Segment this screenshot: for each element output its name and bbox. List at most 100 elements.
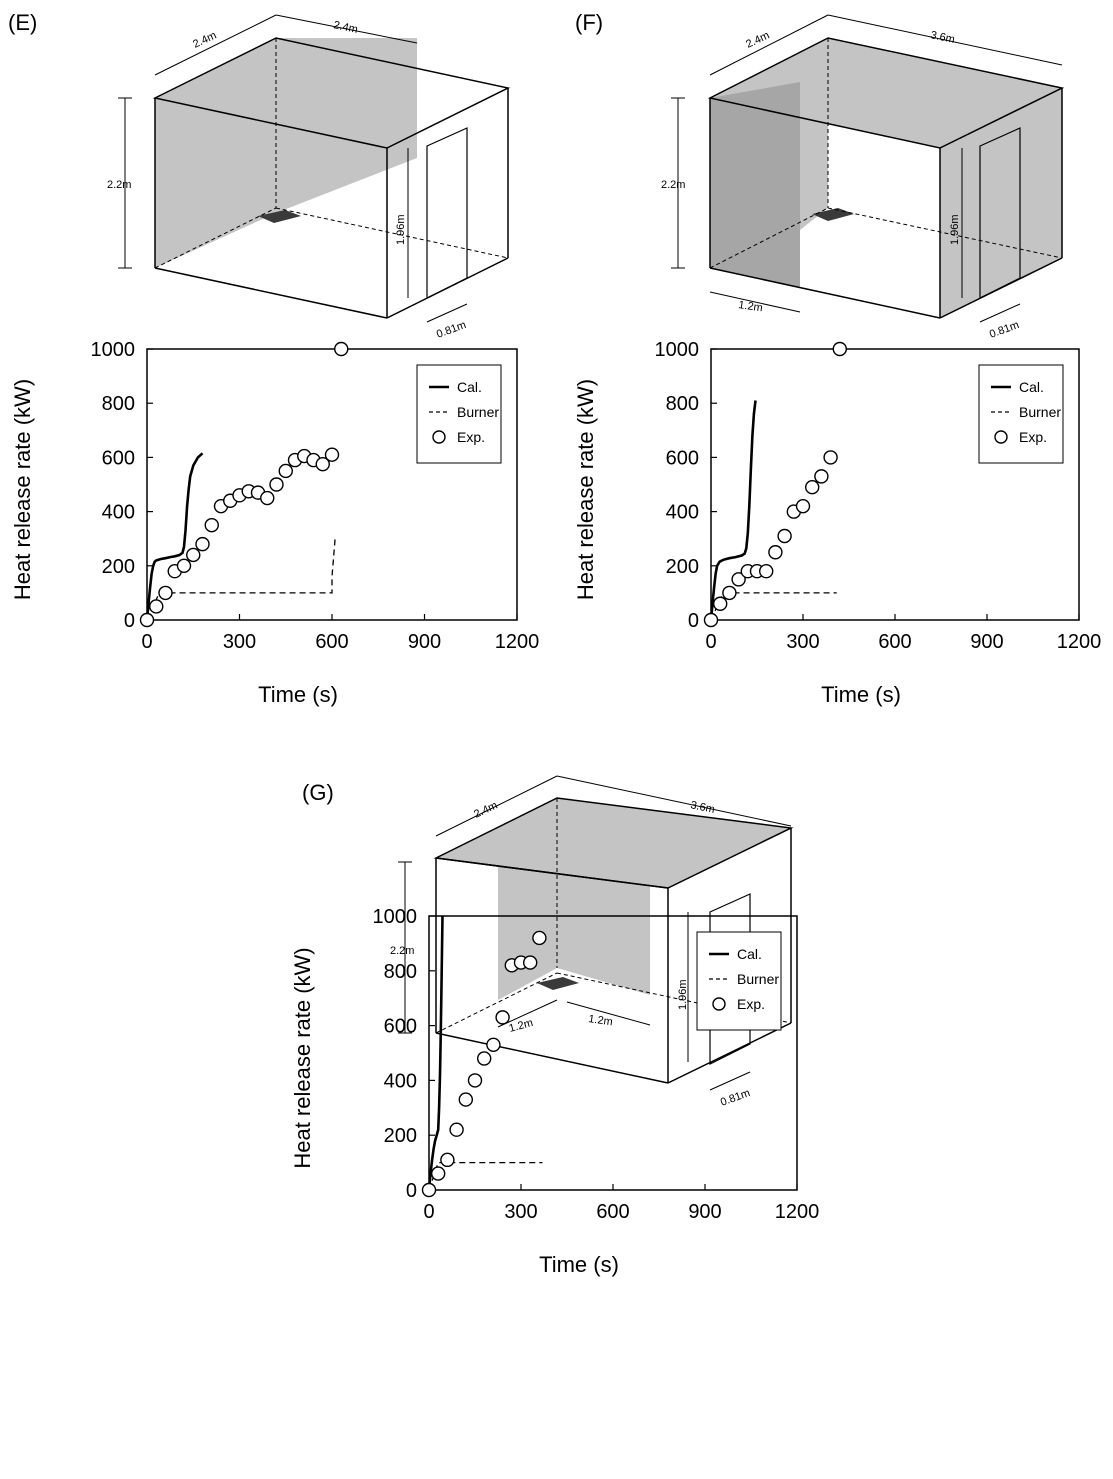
x-tick-label: 300 (786, 631, 819, 653)
panel-label-f: (F) (575, 10, 603, 35)
dim-label-f-w2: 3.6m (929, 29, 955, 46)
y-tick-label: 1000 (373, 906, 418, 928)
exp-point (805, 480, 820, 495)
dim-line-g-w2 (556, 775, 792, 827)
y-tick-label: 1000 (655, 339, 700, 361)
dim-label-e-h: 2.2m (107, 179, 131, 191)
chart-f: 0 300 600 900 1200 0 200 400 600 800 1000 Time (s) H… (573, 339, 1101, 707)
x-tick-label: 600 (596, 1201, 629, 1223)
x-tick-label: 0 (423, 1201, 434, 1223)
dim-label-g-h: 2.2m (390, 945, 414, 957)
y-axis-title: Heat release rate (kW) (290, 947, 315, 1168)
cal-line (709, 400, 757, 621)
x-tick-label: 300 (504, 1201, 537, 1223)
edge-g-4 (435, 857, 669, 889)
legend-swatch-exp (432, 430, 446, 444)
exp-point (195, 536, 210, 552)
exp-point (458, 1092, 473, 1107)
y-tick-label: 800 (102, 393, 135, 415)
legend-swatch-exp (712, 997, 726, 1011)
cal-line (427, 915, 444, 1191)
dim-label-f-w1: 2.4m (744, 30, 771, 51)
y-tick-label: 800 (666, 393, 699, 415)
y-tick-label: 400 (384, 1070, 417, 1092)
legend: Cal. Burner Exp. (416, 364, 502, 464)
exp-point (278, 463, 293, 479)
exp-point (158, 585, 173, 601)
exp-point (324, 447, 340, 462)
dim-line-f-w2 (827, 14, 1063, 66)
legend-label-cal: Cal. (737, 946, 762, 962)
x-tick-label: 1200 (775, 1201, 820, 1223)
exp-point (722, 585, 737, 601)
exp-point (814, 469, 829, 484)
exp-point (823, 450, 838, 465)
exp-point (204, 517, 219, 533)
wall-left-g (498, 798, 557, 1000)
burner-e (258, 210, 301, 223)
exp-point (149, 599, 164, 614)
x-tick-label: 1200 (495, 631, 540, 653)
y-tick-label: 400 (666, 502, 699, 524)
dim-line-g-seg1 (497, 999, 558, 1028)
edge-g-5 (667, 1022, 792, 1084)
chart-g: 0 300 600 900 1200 0 200 400 600 800 1000 Time (s) H… (290, 906, 819, 1277)
door-e (426, 127, 468, 299)
panel-label-e: (E) (8, 10, 37, 35)
y-tick-label: 1000 (91, 339, 136, 361)
dim-line-g-w1 (435, 775, 558, 837)
dim-line-g-doorw (709, 1071, 751, 1091)
legend-label-exp: Exp. (737, 996, 765, 1012)
x-tick-label: 1200 (1057, 631, 1102, 653)
y-tick-label: 400 (102, 502, 135, 524)
dim-label-g-w1: 2.4m (472, 800, 499, 821)
x-tick-label: 900 (688, 1201, 721, 1223)
x-tick-label: 900 (970, 631, 1003, 653)
burner-line (146, 538, 339, 621)
burner-g (537, 977, 579, 990)
exp-point (186, 547, 201, 563)
x-axis-title: Time (s) (821, 682, 901, 707)
dim-label-g-door: 1.96m (677, 979, 689, 1010)
chart-e: 0 300 600 900 1200 0 200 400 600 800 1000 Time (s) H… (10, 339, 539, 707)
door-f (979, 127, 1021, 299)
y-tick-label: 200 (666, 556, 699, 578)
exp-point (431, 1166, 446, 1181)
y-tick-label: 600 (102, 447, 135, 469)
edge-f-4 (709, 267, 941, 319)
dim-label-g-seg1: 1.2m (508, 1017, 535, 1035)
wall-left-f (710, 82, 800, 288)
edge-g-6 (435, 1032, 669, 1084)
legend: Cal. Burner Exp. (978, 364, 1064, 464)
panel-e: (E) 2.4m 2.4m 2.2m 1.96m (8, 10, 511, 341)
legend-label-exp: Exp. (457, 429, 485, 445)
y-tick-label: 0 (688, 610, 699, 632)
wall-left-f-2 (800, 38, 828, 230)
legend: Cal. Burner Exp. (696, 931, 782, 1031)
wall-back-g (557, 798, 650, 995)
dim-line-f-doorw (979, 303, 1021, 323)
x-tick-label: 0 (141, 631, 152, 653)
panel-g: (G) 2.4m (302, 775, 794, 1109)
ceiling-shade-e (155, 38, 417, 148)
dim-label-f-seg1: 1.2m (738, 299, 764, 314)
dim-label-f-h: 2.2m (661, 179, 685, 191)
dim-line-e-w2 (275, 14, 418, 44)
hidden-edge-e-2 (154, 207, 277, 269)
x-tick-label: 300 (223, 631, 256, 653)
dim-label-e-doorw: 0.81m (435, 319, 468, 341)
legend-label-cal: Cal. (1019, 379, 1044, 395)
dim-line-f-seg1 (709, 291, 801, 313)
legend-label-cal: Cal. (457, 379, 482, 395)
hidden-edge-f-3 (827, 207, 1063, 259)
exp-point (759, 564, 774, 579)
legend-box (696, 931, 782, 1031)
exp-point (421, 1182, 437, 1198)
y-axis-title: Heat release rate (kW) (10, 379, 35, 600)
exp-point (449, 1122, 464, 1137)
legend-label-burner: Burner (457, 404, 499, 420)
legend-label-burner: Burner (737, 971, 779, 987)
x-tick-label: 600 (878, 631, 911, 653)
exp-point (477, 1051, 492, 1066)
